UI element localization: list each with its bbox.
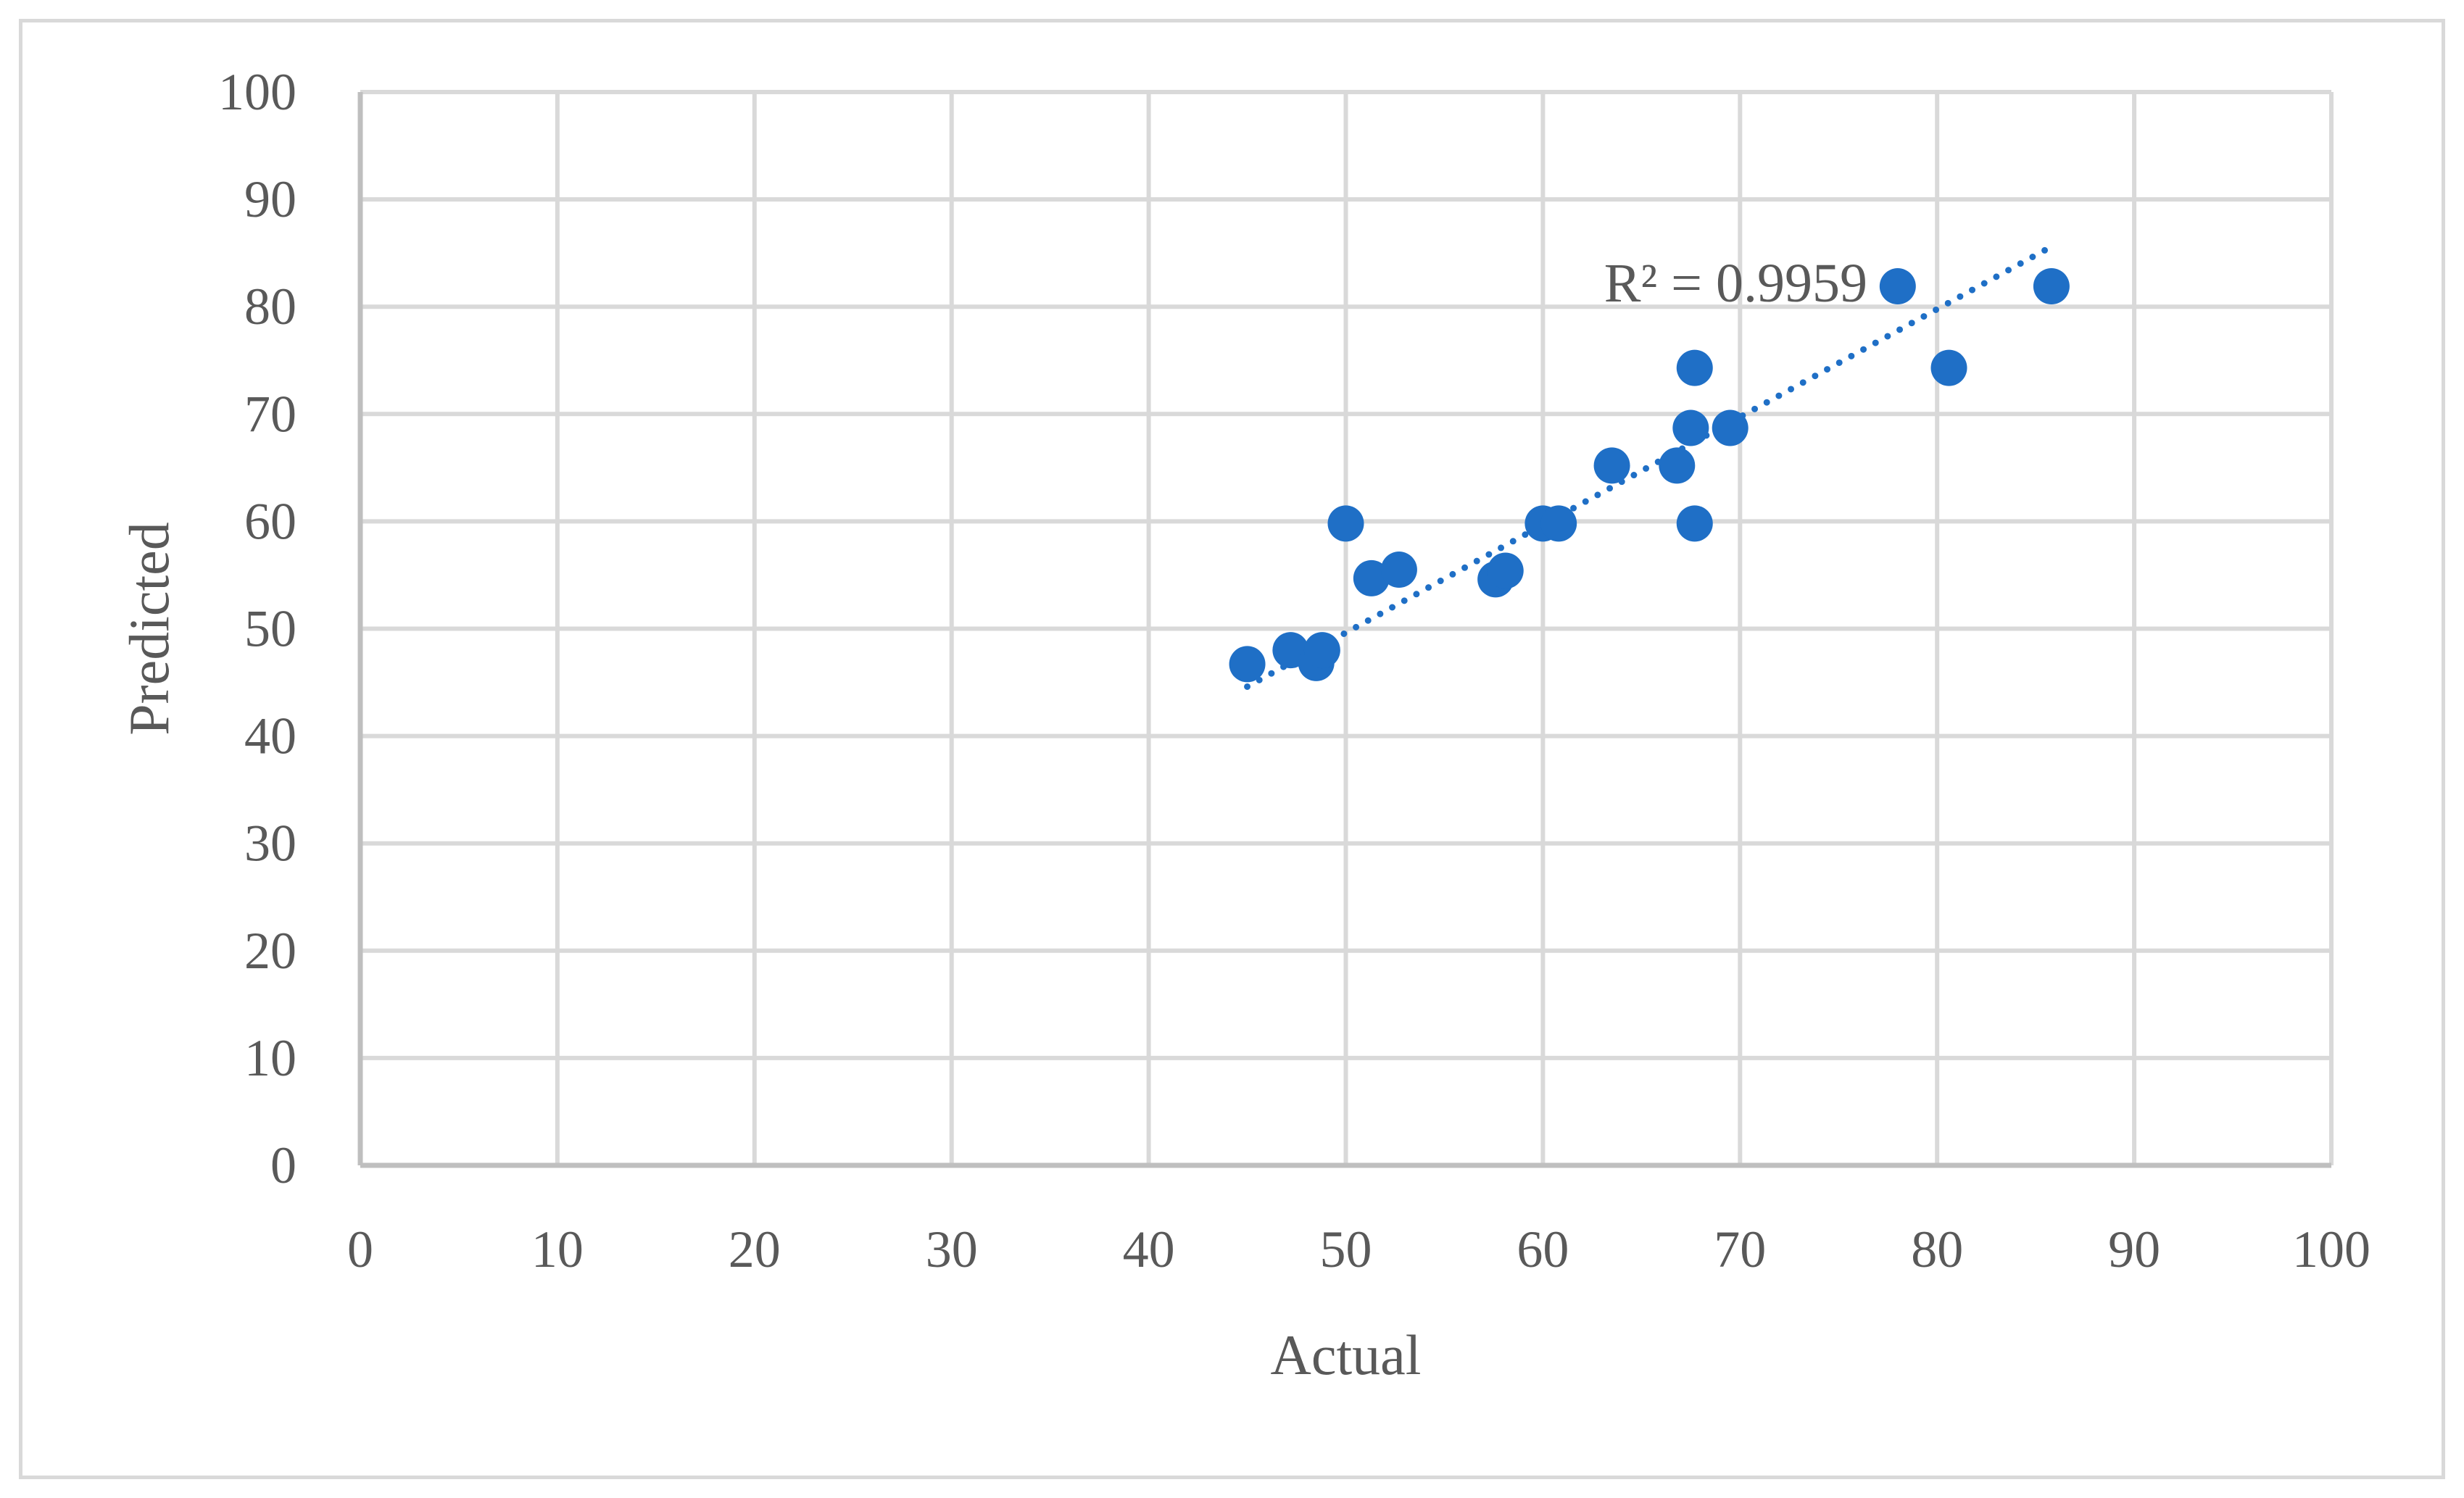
x-tick-label-60: 60: [1517, 1220, 1569, 1278]
data-point-18: [1879, 268, 1916, 305]
y-tick-label-90: 90: [244, 170, 296, 228]
chart-frame: [19, 19, 2445, 1479]
y-tick-label-10: 10: [244, 1029, 296, 1087]
tick-labels: 0 10 20 30 40 50 60 70 80 90 100 0 10 20 30 40 50 60 70 80 9…: [218, 63, 2370, 1278]
axis-lines: [357, 92, 2331, 1168]
data-point-1: [1229, 646, 1266, 683]
y-tick-label-0: 0: [270, 1136, 296, 1194]
data-point-7: [1380, 552, 1417, 588]
y-tick-label-20: 20: [244, 922, 296, 980]
y-tick-label-70: 70: [244, 385, 296, 443]
x-tick-label-10: 10: [531, 1220, 584, 1278]
data-point-16: [1676, 349, 1713, 386]
data-point-15: [1676, 505, 1713, 542]
data-point-11: [1540, 505, 1577, 542]
y-tick-label-100: 100: [218, 63, 296, 121]
x-tick-label-20: 20: [729, 1220, 781, 1278]
y-axis-title: Predicted: [117, 522, 181, 736]
x-tick-label-40: 40: [1123, 1220, 1175, 1278]
x-tick-label-0: 0: [347, 1220, 373, 1278]
grid-lines: [358, 90, 2334, 1168]
y-tick-label-40: 40: [244, 707, 296, 765]
x-tick-label-50: 50: [1320, 1220, 1372, 1278]
data-point-17: [1712, 409, 1749, 446]
data-point-12: [1593, 447, 1630, 484]
data-point-9: [1487, 552, 1524, 589]
data-point-19: [1930, 349, 1967, 386]
trendline: [1244, 243, 2055, 690]
y-tick-label-80: 80: [244, 278, 296, 336]
data-points: [1229, 268, 2070, 683]
x-tick-label-90: 90: [2108, 1220, 2160, 1278]
y-tick-label-30: 30: [244, 815, 296, 873]
data-point-6: [1353, 559, 1390, 596]
y-tick-label-50: 50: [244, 600, 296, 658]
x-tick-label-100: 100: [2292, 1220, 2370, 1278]
x-axis-title: Actual: [1271, 1323, 1422, 1386]
data-point-5: [1327, 505, 1364, 542]
y-tick-label-60: 60: [244, 492, 296, 550]
x-tick-label-80: 80: [1911, 1220, 1963, 1278]
data-point-20: [2033, 268, 2070, 305]
trendline-path: [1244, 243, 2055, 690]
x-tick-label-30: 30: [926, 1220, 978, 1278]
x-tick-label-70: 70: [1714, 1220, 1766, 1278]
data-point-13: [1659, 447, 1696, 484]
data-point-14: [1672, 409, 1709, 446]
r-squared-label: R² = 0.9959: [1604, 253, 1867, 314]
data-point-4: [1303, 632, 1340, 669]
